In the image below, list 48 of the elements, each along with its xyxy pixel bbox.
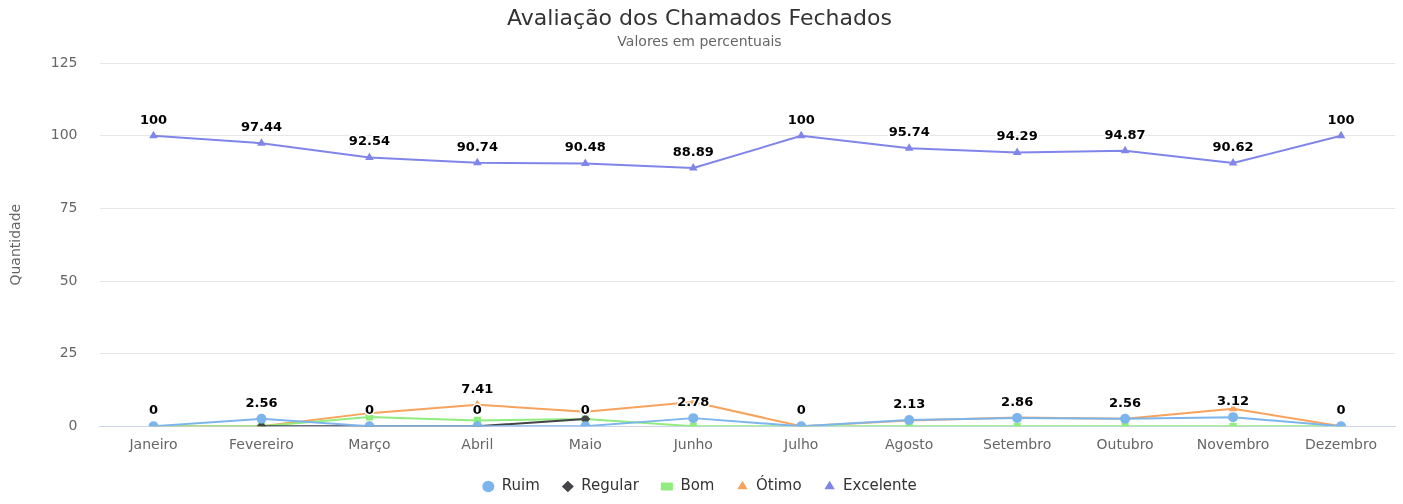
legend-label: Ótimo bbox=[755, 475, 802, 495]
data-label: 88.89 bbox=[672, 143, 714, 159]
data-label: 90.62 bbox=[1212, 138, 1254, 154]
x-tick-label: Março bbox=[348, 436, 391, 453]
data-label: 92.54 bbox=[348, 133, 390, 149]
data-label: 0 bbox=[148, 402, 159, 418]
y-tick-label: 25 bbox=[59, 344, 78, 361]
y-tick-label: 50 bbox=[59, 271, 78, 288]
data-label: 0 bbox=[796, 402, 806, 418]
data-label: 90.74 bbox=[456, 138, 498, 154]
x-tick-label: Fevereiro bbox=[229, 436, 294, 453]
data-label: 100 bbox=[787, 111, 815, 127]
legend-label: Regular bbox=[581, 476, 640, 495]
x-tick-label: Agosto bbox=[885, 436, 934, 453]
data-label: 2.86 bbox=[1001, 393, 1034, 409]
y-tick-label: 100 bbox=[50, 126, 78, 143]
legend-label: Ruim bbox=[501, 476, 540, 495]
data-label: 94.29 bbox=[996, 128, 1038, 144]
data-label: 100 bbox=[1327, 111, 1355, 127]
data-label: 95.74 bbox=[888, 124, 930, 140]
data-label: 2.56 bbox=[245, 394, 278, 410]
data-label: 90.48 bbox=[564, 139, 606, 155]
legend-label: Excelente bbox=[843, 476, 917, 495]
data-label: 7.41 bbox=[461, 380, 494, 396]
x-tick-label: Julho bbox=[783, 436, 819, 453]
x-tick-label: Abril bbox=[461, 436, 494, 453]
x-tick-label: Junho bbox=[672, 436, 713, 453]
y-tick-label: 75 bbox=[59, 199, 78, 216]
x-tick-label: Janeiro bbox=[128, 436, 178, 453]
data-label: 100 bbox=[139, 111, 168, 127]
data-label: 2.13 bbox=[893, 395, 926, 411]
legend-label: Bom bbox=[680, 476, 715, 495]
data-label: 94.87 bbox=[1104, 126, 1146, 142]
data-label: 0 bbox=[580, 402, 590, 418]
x-tick-label: Maio bbox=[568, 436, 602, 453]
y-tick-label: 125 bbox=[50, 53, 78, 70]
data-label: 2.56 bbox=[1109, 394, 1142, 410]
x-tick-label: Outubro bbox=[1096, 436, 1154, 453]
chart-subtitle: Valores em percentuais bbox=[617, 33, 782, 50]
data-label: 97.44 bbox=[240, 119, 283, 135]
y-axis-title: Quantidade bbox=[7, 203, 24, 286]
x-tick-label: Dezembro bbox=[1305, 436, 1377, 453]
data-label: 0 bbox=[1336, 402, 1346, 418]
chart-title: Avaliação dos Chamados Fechados bbox=[507, 4, 892, 30]
x-tick-label: Novembro bbox=[1196, 436, 1270, 453]
x-tick-label: Setembro bbox=[983, 436, 1052, 453]
y-tick-label: 0 bbox=[68, 416, 78, 433]
data-label: 3.12 bbox=[1217, 393, 1250, 409]
